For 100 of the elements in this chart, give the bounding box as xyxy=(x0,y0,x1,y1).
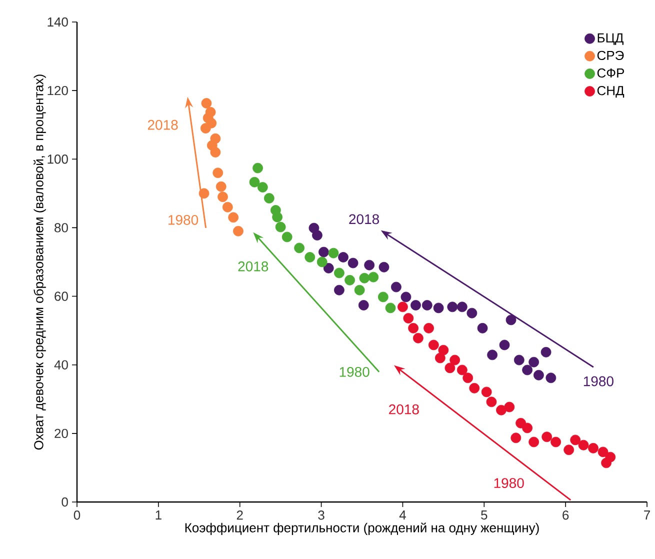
x-tick-label: 6 xyxy=(562,510,569,520)
point xyxy=(200,123,211,134)
point xyxy=(348,258,358,268)
annotation: 2018 xyxy=(349,214,380,224)
legend-label: СРЭ xyxy=(597,50,624,60)
point xyxy=(540,346,552,358)
point xyxy=(438,344,449,356)
y-tick-label: 80 xyxy=(54,223,68,232)
point xyxy=(304,252,316,262)
point xyxy=(391,282,402,292)
point xyxy=(550,436,562,448)
point xyxy=(344,274,355,286)
point xyxy=(359,272,370,284)
point xyxy=(385,302,396,314)
x-tick-label: 7 xyxy=(644,510,650,520)
y-axis-title: Охват девочек средним образованием (валовой, в процентах) xyxy=(34,74,46,450)
point xyxy=(264,193,274,204)
point xyxy=(318,246,329,258)
point xyxy=(378,292,388,302)
point xyxy=(528,436,540,448)
point xyxy=(434,352,446,364)
point xyxy=(257,182,268,192)
y-tick-label: 0 xyxy=(62,497,68,507)
annotation: 1980 xyxy=(494,478,524,488)
point xyxy=(546,372,556,384)
y-tick-label: 100 xyxy=(48,154,68,164)
point xyxy=(433,302,444,314)
x-tick-label: 3 xyxy=(318,510,324,520)
point xyxy=(506,314,516,326)
annotation: 1980 xyxy=(168,214,198,225)
point xyxy=(564,444,574,456)
point xyxy=(202,112,214,124)
point xyxy=(522,364,533,376)
point xyxy=(410,300,421,310)
point xyxy=(210,147,221,158)
point xyxy=(601,458,612,468)
x-tick-label: 1 xyxy=(156,510,162,520)
point xyxy=(403,313,414,324)
point xyxy=(368,272,379,282)
point xyxy=(272,212,283,222)
point xyxy=(334,284,344,296)
legend-label: СНД xyxy=(597,86,624,98)
point xyxy=(499,340,510,350)
point xyxy=(218,192,228,202)
point xyxy=(456,364,468,376)
point xyxy=(510,432,522,444)
point xyxy=(598,446,608,458)
point xyxy=(378,262,390,272)
point xyxy=(428,340,439,350)
point xyxy=(249,176,260,188)
point xyxy=(212,168,224,178)
point xyxy=(408,322,419,334)
point xyxy=(282,232,292,242)
point xyxy=(496,404,506,416)
point xyxy=(570,434,581,446)
point xyxy=(578,440,589,450)
point xyxy=(400,292,412,302)
point xyxy=(444,362,456,374)
y-tick-label: 120 xyxy=(48,86,68,96)
point xyxy=(504,402,515,412)
point xyxy=(514,354,524,366)
point xyxy=(334,268,344,278)
x-tick-label: 5 xyxy=(481,510,488,520)
point xyxy=(364,260,375,270)
point xyxy=(487,350,498,360)
x-tick-label: 4 xyxy=(399,510,406,520)
point xyxy=(412,332,424,344)
annotation: 1980 xyxy=(584,376,614,386)
point xyxy=(424,322,434,334)
point xyxy=(456,302,468,312)
point xyxy=(542,432,552,442)
x-axis-title: Коэффициент фертильности (рождений на одну женщину) xyxy=(185,522,539,535)
annotation: 2018 xyxy=(238,261,268,272)
point xyxy=(447,302,458,312)
point xyxy=(450,354,460,366)
y-tick-label: 40 xyxy=(54,360,68,370)
point xyxy=(198,188,210,199)
point xyxy=(462,372,474,384)
point xyxy=(252,162,263,174)
y-tick-label: 20 xyxy=(54,428,68,438)
legend-label: СФР xyxy=(597,68,624,78)
point xyxy=(312,230,322,240)
point xyxy=(275,222,286,232)
x-tick-label: 2 xyxy=(236,510,243,520)
point xyxy=(222,202,233,212)
annotation: 2018 xyxy=(148,120,178,130)
point xyxy=(201,98,212,108)
point xyxy=(466,308,478,318)
point xyxy=(338,252,348,262)
y-tick-label: 60 xyxy=(54,292,68,301)
point xyxy=(228,212,239,223)
point xyxy=(233,226,244,236)
point xyxy=(323,262,334,274)
legend-label: БЦД xyxy=(598,33,624,45)
point xyxy=(358,300,369,310)
point xyxy=(469,382,480,394)
y-tick-label: 140 xyxy=(48,17,68,27)
annotation: 2018 xyxy=(389,404,419,414)
point xyxy=(216,181,226,192)
point xyxy=(422,300,432,310)
